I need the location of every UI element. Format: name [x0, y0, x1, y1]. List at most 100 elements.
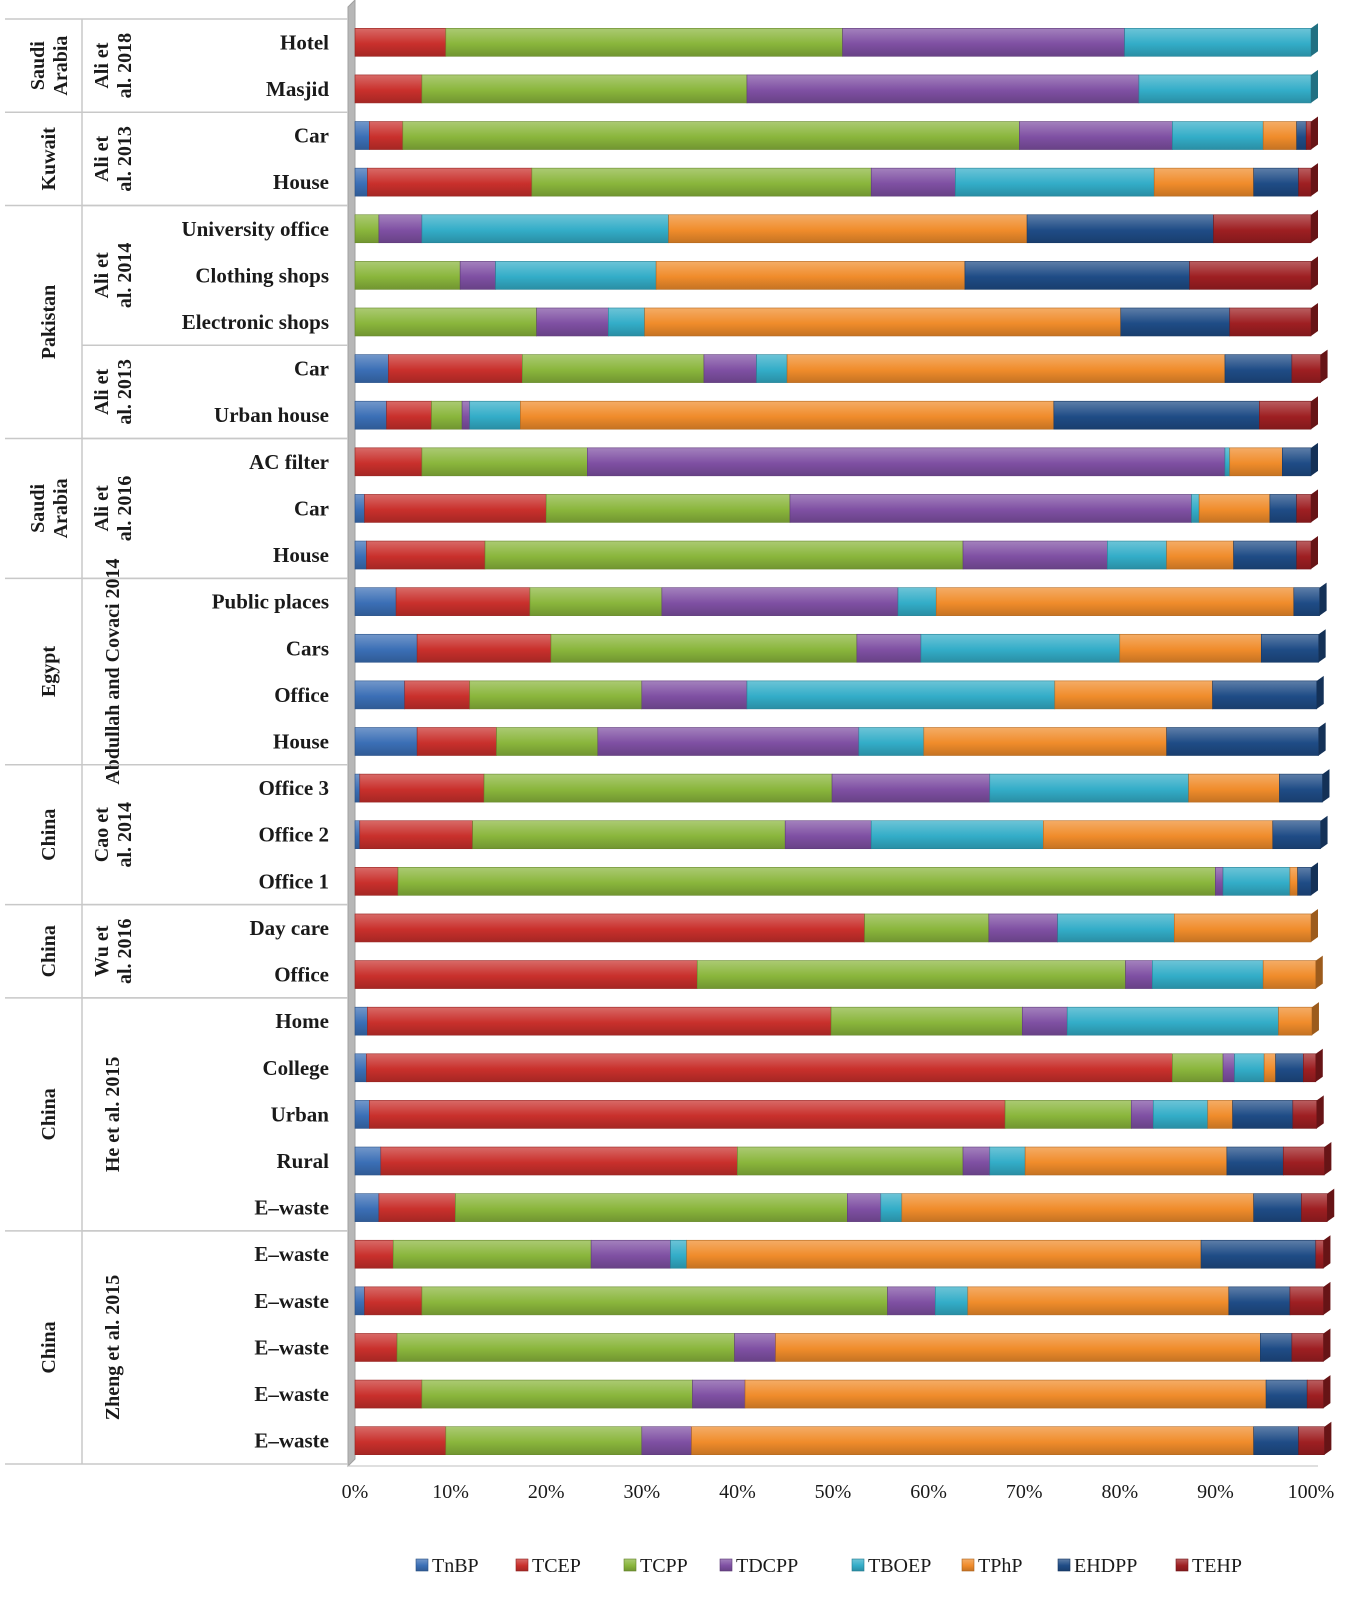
study-label: Zheng et al. 2015	[102, 1275, 124, 1421]
bar-segment-tdcpp	[1222, 1053, 1235, 1083]
bar-segment-ehdpp	[1232, 1100, 1294, 1129]
bar-segment-tcep	[388, 354, 523, 383]
x-tick-label: 20%	[528, 1481, 565, 1503]
bar-segment-tdcpp	[536, 307, 609, 337]
category-label: Office 1	[258, 869, 329, 893]
country-label-line: Egypt	[38, 646, 60, 697]
bar-segment-tehp	[1189, 261, 1312, 290]
bar-segment-tcpp	[864, 913, 990, 943]
bar-segment-tdcpp	[784, 820, 872, 850]
bar-segment-tnbp	[354, 494, 365, 523]
category-label: E–waste	[254, 1429, 329, 1453]
bar-segment-tcep	[416, 633, 552, 663]
legend-swatch-ehdpp	[1057, 1558, 1071, 1572]
bar-segment-tboep	[989, 773, 1189, 803]
bar-segment-tnbp	[354, 587, 397, 616]
bar-segment-tdcpp	[988, 913, 1058, 943]
bar-segment-tphp	[775, 1333, 1261, 1362]
bar-segment-tnbp	[354, 727, 418, 756]
bar-end-cap	[1323, 1328, 1331, 1362]
bar-segment-tehp	[1301, 1193, 1328, 1222]
bar-segment-tnbp	[354, 400, 387, 430]
bar-segment-tboep	[1224, 447, 1231, 477]
bar-segment-tnbp	[354, 1006, 368, 1036]
bar-segment-tphp	[744, 1379, 1267, 1409]
legend-label-tphp: TPhP	[978, 1555, 1022, 1577]
bar-segment-ehdpp	[1275, 1053, 1304, 1083]
bar-end-cap	[1311, 256, 1318, 290]
bar-end-cap	[1320, 349, 1328, 383]
bar-segment-tcpp	[455, 1193, 848, 1222]
bar-segment-tcep	[354, 447, 423, 477]
bar-segment-tdcpp	[378, 214, 423, 244]
bar-segment-ehdpp	[1269, 494, 1297, 523]
country-label: China	[38, 1321, 60, 1373]
bar-segment-tehp	[1282, 1146, 1325, 1176]
bar-segment-tcpp	[531, 167, 872, 197]
category-label: Cars	[286, 636, 329, 660]
bar-segment-tnbp	[354, 1193, 380, 1222]
country-label-line: China	[38, 809, 60, 861]
country-label-line: Pakistan	[38, 285, 60, 359]
bar-segment-tphp	[967, 1286, 1230, 1316]
study-label-line: al. 2016	[114, 918, 136, 984]
bar-end-cap	[1311, 442, 1318, 476]
bar-segment-tehp	[1289, 1286, 1324, 1316]
bar-end-cap	[1315, 955, 1323, 989]
bar-segment-tphp	[668, 214, 1028, 244]
bar-end-cap	[1324, 1421, 1332, 1455]
bar-segment-ehdpp	[1053, 400, 1260, 430]
bar-segment-tphp	[923, 727, 1167, 756]
bar-segment-tcep	[354, 867, 399, 896]
country-label-line: China	[38, 925, 60, 977]
category-label: College	[263, 1056, 329, 1080]
bar-segment-tcep	[359, 820, 473, 850]
bar-segment-tboep	[469, 400, 521, 430]
bar-end-cap	[1311, 536, 1318, 570]
category-label: AC filter	[249, 450, 329, 474]
country-label-line: Saudi	[27, 41, 49, 90]
bar-segment-tehp	[1296, 494, 1312, 523]
bar-segment-tehp	[1298, 1426, 1325, 1455]
country-label: China	[38, 1088, 60, 1140]
bar-segment-tphp	[1198, 494, 1271, 523]
bar-end-cap	[1315, 1048, 1323, 1082]
bar-end-cap	[1311, 209, 1318, 243]
bar-segment-tboep	[1107, 540, 1167, 570]
bar-end-cap	[1311, 908, 1318, 942]
bar-segment-tcep	[354, 960, 698, 989]
study-label: He et al. 2015	[102, 1057, 124, 1173]
study-label-line: Wu et	[91, 925, 113, 977]
bar-segment-tdcpp	[1021, 1006, 1068, 1036]
bar-segment-tcpp	[354, 261, 461, 290]
bar-segment-tehp	[1298, 167, 1312, 197]
legend-swatch-tcpp	[623, 1558, 637, 1572]
legend-label-tcpp: TCPP	[640, 1555, 688, 1577]
bar-segment-tcpp	[396, 1333, 735, 1362]
bar-end-cap	[1318, 722, 1326, 756]
bar-segment-tcep	[416, 727, 497, 756]
bar-end-cap	[1311, 116, 1318, 150]
x-tick-label: 40%	[719, 1481, 756, 1503]
bar-end-cap	[1311, 396, 1318, 430]
category-label: Masjid	[266, 77, 329, 101]
bar-segment-tboep	[955, 167, 1155, 197]
bar-segment-ehdpp	[1260, 1333, 1293, 1362]
country-label: Kuwait	[38, 127, 60, 191]
category-label: University office	[181, 217, 329, 241]
bar-segment-tcpp	[1172, 1053, 1224, 1083]
bar-segment-tcep	[354, 913, 865, 943]
bar-segment-tcpp	[397, 867, 1216, 896]
bar-segment-tcpp	[521, 354, 705, 383]
bar-segment-tcep	[369, 1100, 1006, 1129]
category-label: Car	[294, 357, 329, 381]
country-label-line: Kuwait	[38, 127, 60, 191]
bar-end-cap	[1320, 815, 1328, 849]
bar-segment-ehdpp	[1212, 680, 1318, 710]
bar-segment-tcpp	[445, 28, 843, 57]
bar-segment-tehp	[1229, 307, 1312, 337]
bar-segment-tphp	[1043, 820, 1274, 850]
bar-segment-tboep	[1172, 121, 1264, 150]
bar-segment-tdcpp	[962, 1146, 991, 1176]
